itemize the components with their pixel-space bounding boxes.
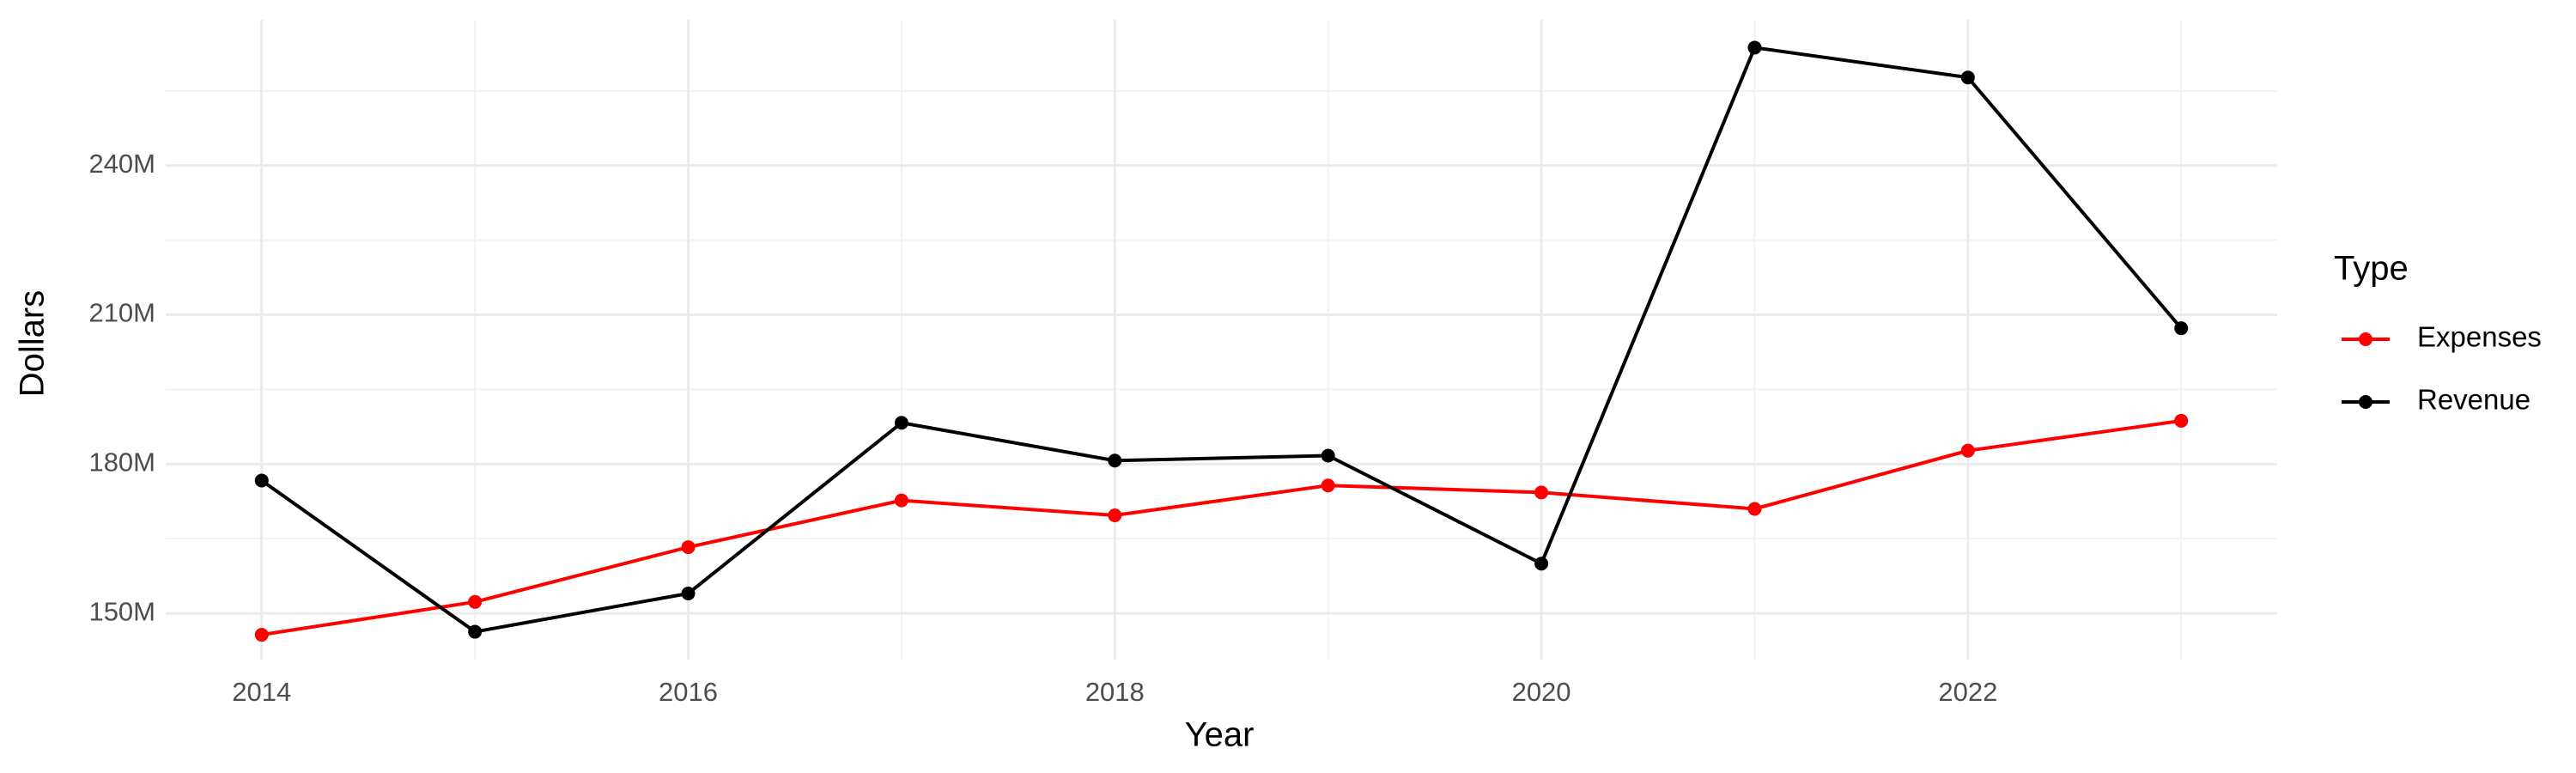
y-axis-title: Dollars [14, 290, 52, 397]
legend-key-point [2359, 332, 2372, 346]
data-point [468, 594, 483, 609]
data-point [1108, 453, 1122, 468]
data-point [681, 586, 696, 600]
data-point [894, 493, 908, 508]
x-tick-label: 2020 [1512, 677, 1571, 707]
data-point [2174, 413, 2189, 428]
y-tick-label: 180M [88, 447, 155, 478]
series-line [261, 418, 2182, 637]
data-point [1960, 443, 1975, 458]
x-tick-label: 2014 [232, 677, 291, 707]
x-axis-title: Year [1185, 716, 1255, 754]
data-point [1321, 478, 1335, 493]
data-point [1321, 448, 1335, 463]
legend-label: Revenue [2417, 384, 2530, 416]
legend-label: Expenses [2417, 321, 2542, 353]
data-point [894, 416, 908, 430]
data-point [1108, 508, 1122, 522]
legend-key-point [2359, 395, 2372, 409]
data-point [1747, 502, 1762, 516]
x-tick-label: 2022 [1938, 677, 1997, 707]
data-point [1534, 485, 1549, 500]
data-point [1747, 40, 1762, 55]
data-point [1534, 557, 1549, 571]
data-point [681, 540, 696, 555]
y-tick-label: 240M [88, 149, 155, 179]
y-tick-label: 150M [88, 596, 155, 626]
x-tick-label: 2016 [659, 677, 718, 707]
data-point [2174, 321, 2189, 336]
data-point [254, 473, 269, 488]
x-tick-label: 2018 [1085, 677, 1145, 707]
series-line [260, 46, 2183, 634]
legend-title: Type [2334, 250, 2409, 288]
data-point [1960, 70, 1975, 85]
data-point [468, 624, 483, 639]
y-tick-label: 210M [88, 298, 155, 328]
data-point [254, 628, 269, 642]
